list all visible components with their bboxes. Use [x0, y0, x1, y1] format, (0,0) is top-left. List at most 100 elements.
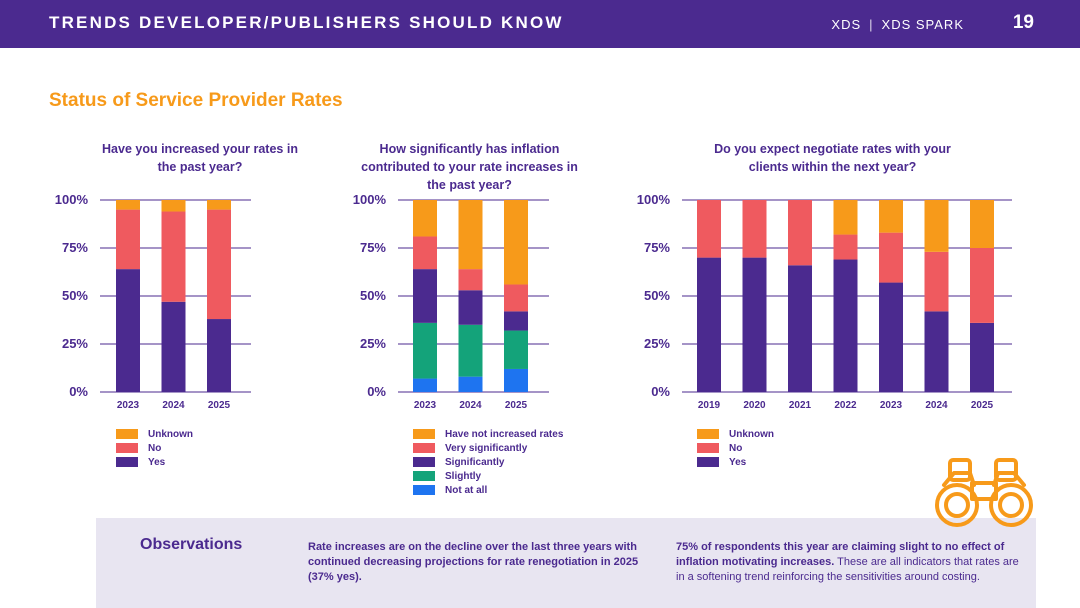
x-tick-label: 2024 [925, 400, 948, 411]
x-tick-label: 2021 [789, 400, 812, 411]
chart-1-legend: Unknown No Yes [116, 427, 193, 469]
bar-segment [161, 200, 186, 212]
x-tick-label: 2023 [117, 400, 140, 411]
legend-swatch [697, 443, 719, 453]
chart-3-title: Do you expect negotiate rates with your … [714, 142, 951, 174]
bar-segment [742, 200, 767, 258]
bar-segment [970, 200, 994, 248]
header-bar: TRENDS DEVELOPER/PUBLISHERS SHOULD KNOW … [0, 0, 1080, 48]
x-tick-label: 2025 [505, 400, 528, 411]
bar-segment [413, 378, 437, 392]
y-tick-label: 0% [367, 384, 386, 399]
legend-label: No [729, 442, 743, 454]
bar-segment [788, 265, 812, 392]
bar-segment [970, 322, 994, 392]
legend-label: Not at all [445, 484, 488, 496]
legend-swatch [413, 443, 435, 453]
bar-segment [161, 211, 186, 302]
legend-label: No [148, 442, 162, 454]
legend-swatch [413, 457, 435, 467]
bar-segment [207, 209, 231, 320]
bar-segment [116, 200, 140, 210]
legend-item: Yes [697, 455, 774, 469]
y-tick-label: 0% [69, 384, 88, 399]
brand-xds: XDS [831, 17, 862, 32]
section-title: Status of Service Provider Rates [49, 90, 343, 111]
legend-label: Significantly [445, 456, 505, 468]
y-tick-label: 50% [62, 288, 88, 303]
bar-segment [833, 259, 858, 392]
bar-segment [116, 209, 140, 270]
x-tick-label: 2020 [743, 400, 766, 411]
legend-item: Yes [116, 455, 193, 469]
legend-item: Slightly [413, 469, 563, 483]
y-tick-label: 25% [62, 336, 88, 351]
x-tick-label: 2024 [459, 400, 482, 411]
bar-segment [458, 269, 483, 291]
x-tick-label: 2023 [880, 400, 903, 411]
legend-label: Slightly [445, 470, 482, 482]
legend-item: Significantly [413, 455, 563, 469]
bar-segment [879, 200, 903, 233]
y-tick-label: 75% [360, 240, 386, 255]
legend-swatch [116, 443, 138, 453]
legend-label: Yes [148, 456, 166, 468]
brand-separator: | [869, 17, 874, 32]
bar-segment [458, 376, 483, 392]
bar-segment [207, 319, 231, 392]
bar-segment [788, 200, 812, 266]
observation-right: 75% of respondents this year are claimin… [676, 540, 1021, 585]
bar-segment [413, 269, 437, 323]
bar-segment [413, 200, 437, 237]
y-tick-label: 50% [360, 288, 386, 303]
bar-segment [697, 257, 721, 392]
x-tick-label: 2019 [698, 400, 721, 411]
legend-label: Very significantly [445, 442, 528, 454]
observations-panel [96, 518, 1036, 608]
bar-segment [504, 330, 528, 369]
chart-2-legend: Have not increased rates Very significant… [413, 427, 563, 497]
y-tick-label: 100% [55, 192, 89, 207]
x-tick-label: 2025 [208, 400, 231, 411]
legend-label: Yes [729, 456, 747, 468]
legend-swatch [413, 429, 435, 439]
legend-swatch [697, 429, 719, 439]
chart-3-legend: Unknown No Yes [697, 427, 774, 469]
bar-segment [833, 200, 858, 235]
legend-label: Unknown [148, 428, 193, 440]
legend-swatch [116, 429, 138, 439]
bar-segment [207, 200, 231, 210]
legend-item: Have not increased rates [413, 427, 563, 441]
brand-xds-spark: XDS SPARK [881, 17, 964, 32]
bar-segment [879, 282, 903, 392]
x-tick-label: 2024 [162, 400, 185, 411]
y-tick-label: 75% [644, 240, 670, 255]
bar-segment [924, 200, 949, 252]
y-tick-label: 0% [651, 384, 670, 399]
bar-segment [970, 248, 994, 323]
legend-item: No [697, 441, 774, 455]
header-title: TRENDS DEVELOPER/PUBLISHERS SHOULD KNOW [49, 13, 564, 32]
y-tick-label: 50% [644, 288, 670, 303]
legend-label: Unknown [729, 428, 774, 440]
bar-segment [458, 200, 483, 270]
y-tick-label: 25% [644, 336, 670, 351]
y-tick-label: 100% [353, 192, 387, 207]
observation-left-text: Rate increases are on the decline over t… [308, 541, 639, 583]
legend-item: Unknown [697, 427, 774, 441]
bar-segment [504, 284, 528, 312]
bar-segment [504, 311, 528, 331]
observation-left: Rate increases are on the decline over t… [308, 540, 653, 585]
legend-item: Not at all [413, 483, 563, 497]
legend-item: No [116, 441, 193, 455]
chart-2-title: How significantly has inflation contribu… [361, 142, 578, 192]
bar-segment [458, 324, 483, 377]
bar-segment [924, 311, 949, 392]
bar-segment [161, 301, 186, 392]
y-tick-label: 75% [62, 240, 88, 255]
bar-segment [116, 269, 140, 392]
bar-segment [879, 232, 903, 283]
y-tick-label: 25% [360, 336, 386, 351]
bar-segment [697, 200, 721, 258]
